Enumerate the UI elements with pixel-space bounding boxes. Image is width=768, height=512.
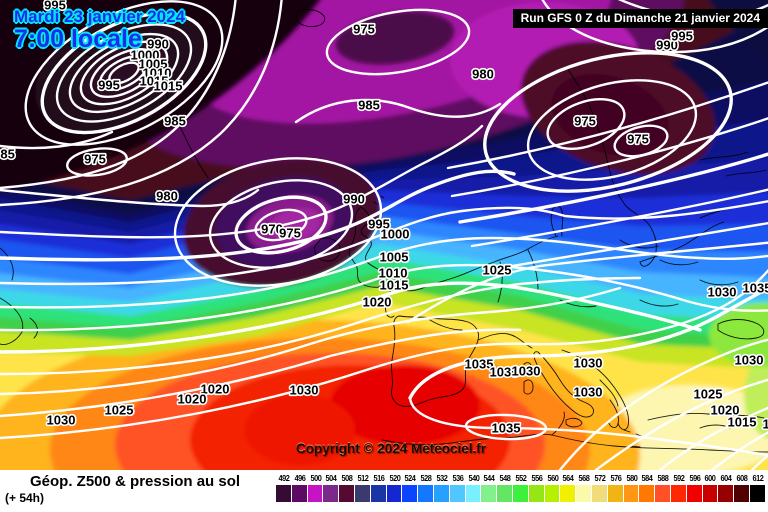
- pressure-label: 975: [353, 22, 375, 37]
- pressure-label: 1005: [380, 250, 409, 265]
- pressure-label: 990: [656, 38, 678, 53]
- scale-item: 588: [655, 473, 671, 502]
- scale-item: 576: [607, 473, 624, 502]
- forecast-datetime: Mardi 23 janvier 2024 7:00 locale: [14, 8, 185, 52]
- scale-item: 544: [481, 473, 498, 502]
- pressure-label: 1035: [492, 421, 521, 436]
- pressure-label: 1025: [483, 263, 512, 278]
- pressure-label: 1010: [763, 417, 768, 432]
- scale-item: 496: [291, 473, 308, 502]
- scale-item: 564: [560, 473, 577, 502]
- forecast-date: Mardi 23 janvier 2024: [14, 7, 186, 26]
- pressure-label: 1015: [728, 415, 757, 430]
- pressure-label: 1020: [201, 382, 230, 397]
- forecast-offset: (+ 54h): [5, 491, 45, 505]
- pressure-label: 1035: [490, 365, 519, 380]
- color-scale: 492 496 500 504 508 512 516 520 524 528 532 536 540 5…: [276, 473, 766, 502]
- pressure-label: 985: [358, 98, 380, 113]
- pressure-label: 1000: [381, 227, 410, 242]
- pressure-label: 990: [343, 192, 365, 207]
- pressure-label: 1030: [574, 385, 603, 400]
- pressure-label: 1025: [694, 387, 723, 402]
- pressure-label: 995: [368, 217, 390, 232]
- pressure-label: 1030: [290, 383, 319, 398]
- scale-item: 492: [276, 473, 292, 502]
- scale-item: 548: [497, 473, 513, 502]
- pressure-label: 985: [0, 147, 15, 162]
- scale-item: 596: [686, 473, 703, 502]
- pressure-label: 1035: [743, 281, 768, 296]
- scale-item: 540: [465, 473, 482, 502]
- forecast-local-time: 7:00 locale: [14, 24, 142, 53]
- scale-item: 504: [323, 473, 340, 502]
- scale-item: 560: [544, 473, 561, 502]
- pressure-label: 1030: [708, 285, 737, 300]
- scale-item: 524: [402, 473, 419, 502]
- scale-item: 512: [354, 473, 371, 502]
- pressure-label: 985: [164, 114, 186, 129]
- pressure-label: 970: [261, 222, 283, 237]
- scale-item: 536: [449, 473, 466, 502]
- scale-item: 528: [418, 473, 434, 502]
- pressure-label: 1030: [574, 356, 603, 371]
- pressure-label: 1020: [363, 295, 392, 310]
- legend-title: Géop. Z500 & pression au sol: [30, 473, 241, 490]
- pressure-label: 1020: [711, 403, 740, 418]
- scale-item: 516: [370, 473, 387, 502]
- scale-item: 608: [734, 473, 750, 502]
- pressure-label: 990: [147, 37, 169, 52]
- scale-item: 568: [576, 473, 592, 502]
- weather-map: 9959901000100510101015101599598598597598…: [0, 0, 768, 470]
- copyright-notice: Copyright © 2024 Meteociel.fr: [296, 441, 486, 456]
- scale-item: 584: [639, 473, 656, 502]
- pressure-label: 975: [279, 226, 301, 241]
- scale-item: 508: [339, 473, 355, 502]
- pressure-label: 1020: [178, 392, 207, 407]
- pressure-label: 995: [98, 78, 120, 93]
- pressure-label: 975: [627, 132, 649, 147]
- pressure-labels-layer: 9959901000100510101015101599598598597598…: [0, 0, 768, 437]
- pressure-label: 980: [156, 189, 178, 204]
- pressure-label: 1015: [140, 74, 169, 89]
- pressure-label: 1035: [465, 357, 494, 372]
- pressure-label: 1010: [379, 266, 408, 281]
- scale-item: 556: [528, 473, 545, 502]
- pressure-label: 1005: [139, 57, 168, 72]
- pressure-label: 975: [84, 152, 106, 167]
- scale-item: 552: [512, 473, 529, 502]
- pressure-label: 1030: [512, 364, 541, 379]
- scale-item: 604: [718, 473, 735, 502]
- isobar-contours: [0, 0, 768, 470]
- scale-item: 500: [307, 473, 324, 502]
- model-run-info: Run GFS 0 Z du Dimanche 21 janvier 2024: [512, 9, 768, 28]
- map-graphic: 9959901000100510101015101599598598597598…: [0, 0, 768, 470]
- scale-item: 600: [702, 473, 719, 502]
- pressure-label: 1025: [105, 403, 134, 418]
- pressure-label: 995: [44, 0, 66, 13]
- pressure-label: 1010: [143, 66, 172, 81]
- pressure-label: 1000: [131, 48, 160, 63]
- pressure-label: 1015: [154, 79, 183, 94]
- legend-bar: Géop. Z500 & pression au sol (+ 54h) 492…: [0, 470, 768, 512]
- scale-item: 520: [386, 473, 403, 502]
- scale-item: 612: [749, 473, 766, 502]
- pressure-label: 995: [671, 29, 693, 44]
- scale-item: 572: [591, 473, 608, 502]
- pressure-label: 1015: [380, 278, 409, 293]
- pressure-label: 1030: [47, 413, 76, 428]
- scale-item: 580: [623, 473, 640, 502]
- scale-item: 592: [670, 473, 687, 502]
- scale-item: 532: [433, 473, 450, 502]
- pressure-label: 1030: [735, 353, 764, 368]
- pressure-label: 975: [574, 114, 596, 129]
- pressure-label: 980: [472, 67, 494, 82]
